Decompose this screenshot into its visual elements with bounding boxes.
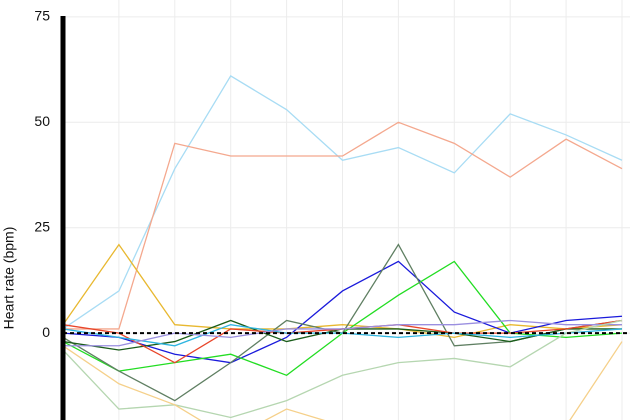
series-line <box>63 243 623 339</box>
y-tick-label: 50 <box>34 113 50 129</box>
series-line <box>63 75 623 330</box>
series-line <box>63 121 623 330</box>
y-tick-label: 75 <box>34 8 50 24</box>
y-tick-label: 0 <box>42 324 50 340</box>
y-tick-label: 25 <box>34 218 50 234</box>
series-line <box>63 260 623 364</box>
y-axis-label: Heart rate (bpm) <box>1 227 17 330</box>
series-line <box>63 341 623 420</box>
series-line <box>63 324 623 347</box>
series-line <box>63 319 622 347</box>
series-line <box>63 319 623 419</box>
